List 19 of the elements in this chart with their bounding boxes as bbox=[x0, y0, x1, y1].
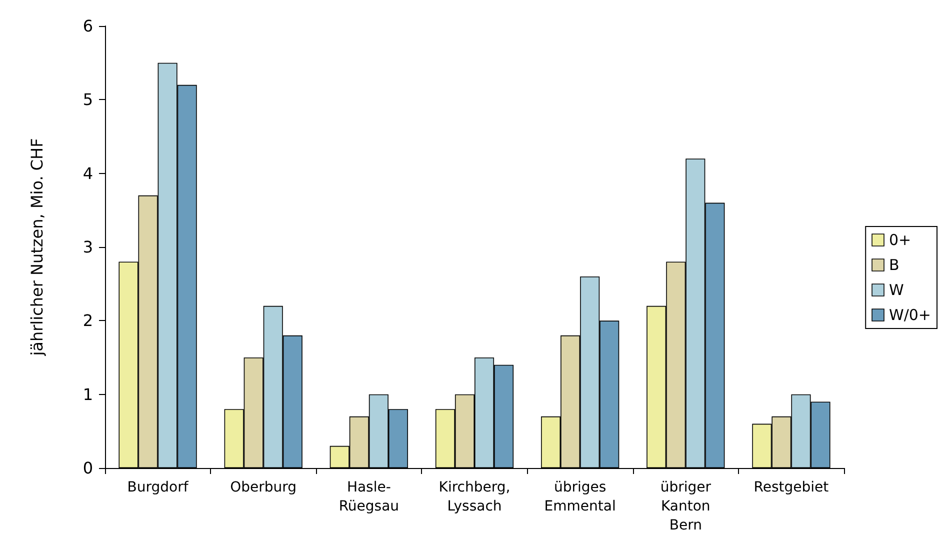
y-tick-label: 0 bbox=[82, 458, 93, 478]
legend-label: W/0+ bbox=[889, 306, 932, 324]
legend-label: W bbox=[889, 281, 904, 299]
y-tick-label: 1 bbox=[82, 384, 93, 404]
x-tick-label: Burgdorf bbox=[127, 480, 190, 496]
x-tick-label: übriges Emmental bbox=[544, 480, 616, 514]
y-axis-title: jährlicher Nutzen, Mio. CHF bbox=[28, 138, 46, 357]
x-tick-label: Oberburg bbox=[230, 480, 297, 496]
x-tick-label: übriger Kanton Bern bbox=[660, 480, 712, 534]
x-tick-label: Kirchberg, Lyssach bbox=[438, 480, 510, 514]
y-tick-label: 5 bbox=[82, 90, 93, 110]
x-tick-label: Restgebiet bbox=[754, 480, 830, 496]
y-tick-label: 6 bbox=[82, 16, 93, 36]
y-tick-label: 3 bbox=[82, 238, 93, 256]
y-tick-label: 4 bbox=[82, 164, 93, 183]
y-tick-label: 2 bbox=[82, 311, 93, 330]
legend-label: B bbox=[889, 256, 900, 274]
legend-label: 0+ bbox=[889, 231, 912, 249]
x-tick-label: Hasle- Rüegsau bbox=[338, 480, 400, 514]
